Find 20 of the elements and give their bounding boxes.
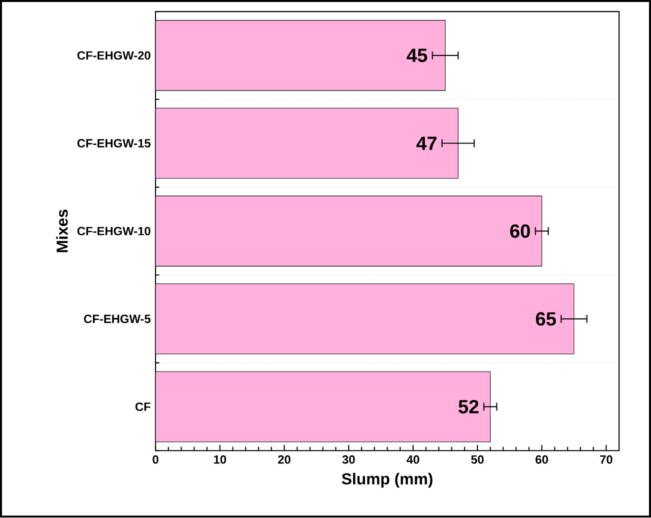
x-tick-label: 0 — [152, 456, 158, 464]
x-tick-label: 30 — [342, 456, 355, 464]
x-tick-label: 60 — [536, 456, 548, 464]
y-tick-label: CF-EHGW-15 — [77, 139, 151, 148]
y-axis-title: Mixes — [56, 210, 68, 252]
data-label: 60 — [510, 224, 530, 238]
data-label: 45 — [406, 49, 428, 62]
x-tick-label: 70 — [600, 456, 612, 464]
data-label: 47 — [416, 136, 437, 150]
x-tick-label: 50 — [471, 456, 484, 464]
x-tick-label: 40 — [406, 456, 420, 464]
y-tick-label: CF-EHGW-10 — [77, 227, 150, 236]
x-axis-title: Slump (mm) — [342, 473, 432, 488]
x-tick-label: 20 — [278, 456, 290, 464]
y-tick-label: CF-EHGW-5 — [84, 314, 151, 324]
data-label: 52 — [458, 400, 478, 414]
y-tick-label: CF — [135, 402, 150, 412]
y-tick-label: CF-EHGW-20 — [77, 51, 150, 60]
data-label: 65 — [536, 312, 556, 326]
x-tick-label: 10 — [214, 456, 226, 464]
